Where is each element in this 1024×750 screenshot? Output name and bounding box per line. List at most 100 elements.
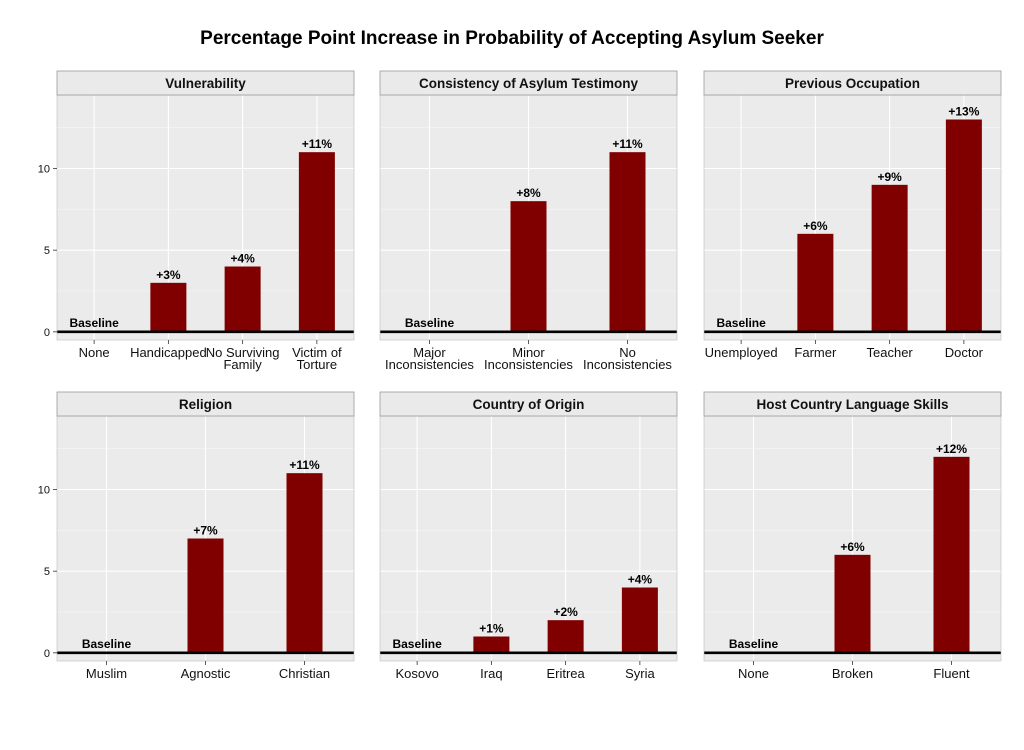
y-tick-label: 10: [38, 485, 50, 497]
chart-panel: Baseline +6% +9% +13% Previous Occupation Une…: [703, 70, 1002, 360]
data-label: +6%: [803, 219, 828, 233]
bar: [621, 587, 658, 653]
data-label: +3%: [156, 268, 181, 282]
baseline-label: Baseline: [69, 316, 119, 330]
x-tick-label-line: Fluent: [933, 666, 970, 681]
chart-panel: Baseline +3% +4% +11% Vulnerability None Handi…: [38, 70, 355, 372]
x-tick-label: Unemployed: [705, 345, 778, 360]
baseline-label: Baseline: [392, 637, 442, 651]
x-tick-label-line: Doctor: [945, 345, 984, 360]
x-tick-label: Handicapped: [130, 345, 207, 360]
data-label: +13%: [948, 105, 979, 119]
y-tick-label: 0: [44, 327, 50, 339]
x-tick-label-line: Torture: [297, 357, 337, 372]
data-label: +7%: [193, 524, 218, 538]
x-tick-label-line: Muslim: [86, 666, 127, 681]
bar: [871, 184, 908, 332]
baseline-label: Baseline: [405, 316, 455, 330]
x-tick-label: None: [738, 666, 769, 681]
x-tick-label: Muslim: [86, 666, 127, 681]
x-tick-label-line: Iraq: [480, 666, 502, 681]
x-tick-label-line: Agnostic: [181, 666, 231, 681]
x-tick-label: Major Inconsistencies: [385, 345, 474, 372]
x-tick-label: Christian: [279, 666, 330, 681]
x-tick-label: Doctor: [945, 345, 984, 360]
x-tick-label: Teacher: [867, 345, 914, 360]
x-tick-label-line: Family: [223, 357, 262, 372]
data-label: +11%: [289, 458, 320, 472]
chart-panel: Baseline +8% +11% Consistency of Asylum Tes…: [379, 70, 678, 372]
bar: [609, 152, 646, 332]
panel-title: Consistency of Asylum Testimony: [419, 76, 639, 91]
panel-strip: [56, 391, 355, 417]
x-tick-label: Agnostic: [181, 666, 231, 681]
x-tick-label-line: None: [738, 666, 769, 681]
x-tick-label-line: Minor: [512, 345, 545, 360]
panel-title: Previous Occupation: [785, 76, 920, 91]
data-label: +11%: [302, 137, 333, 151]
bar: [473, 636, 510, 653]
x-tick-label-line: Eritrea: [546, 666, 585, 681]
bar: [298, 152, 335, 332]
x-tick-label-line: Inconsistencies: [583, 357, 672, 372]
x-tick-label: Minor Inconsistencies: [484, 345, 573, 372]
data-label: +9%: [877, 170, 902, 184]
panel-strip: [703, 391, 1002, 417]
panel-strip: [56, 70, 355, 96]
y-tick-label: 5: [44, 245, 50, 257]
x-tick-label-line: No: [619, 345, 636, 360]
x-tick-label-line: Inconsistencies: [484, 357, 573, 372]
x-tick-label-line: Victim of: [292, 345, 342, 360]
bar: [224, 266, 261, 332]
panel-title: Country of Origin: [473, 397, 585, 412]
x-tick-label-line: Unemployed: [705, 345, 778, 360]
panel-title: Vulnerability: [165, 76, 246, 91]
x-tick-label: Farmer: [794, 345, 837, 360]
x-tick-label: Eritrea: [546, 666, 585, 681]
x-tick-label: Iraq: [480, 666, 502, 681]
x-tick-label: No Surviving Family: [206, 345, 280, 372]
y-tick-label: 10: [38, 164, 50, 176]
x-tick-label: Syria: [625, 666, 655, 681]
bar: [945, 119, 982, 332]
x-tick-label-line: Inconsistencies: [385, 357, 474, 372]
bar: [150, 282, 187, 332]
data-label: +4%: [628, 573, 653, 587]
x-tick-label-line: Farmer: [794, 345, 837, 360]
x-tick-label: No Inconsistencies: [583, 345, 672, 372]
panel-strip: [379, 70, 678, 96]
x-tick-label: Fluent: [933, 666, 970, 681]
chart-panel: Baseline +6% +12% Host Country Language Ski…: [703, 391, 1002, 681]
panel-title: Host Country Language Skills: [756, 397, 948, 412]
x-tick-label-line: Kosovo: [395, 666, 438, 681]
x-tick-label: Broken: [832, 666, 873, 681]
x-tick-label-line: No Surviving: [206, 345, 280, 360]
panel-title: Religion: [179, 397, 232, 412]
x-tick-label: Kosovo: [395, 666, 438, 681]
data-label: +11%: [612, 137, 643, 151]
y-tick-label: 5: [44, 566, 50, 578]
x-tick-label-line: Handicapped: [130, 345, 207, 360]
data-label: +4%: [230, 252, 255, 266]
x-tick-label-line: Syria: [625, 666, 655, 681]
baseline-label: Baseline: [82, 637, 132, 651]
baseline-label: Baseline: [729, 637, 779, 651]
panel-strip: [703, 70, 1002, 96]
baseline-label: Baseline: [716, 316, 766, 330]
x-tick-label: Victim of Torture: [292, 345, 342, 372]
bar: [547, 620, 584, 653]
chart-panel: Baseline +7% +11% Religion Muslim Agnostic Chr…: [38, 391, 355, 681]
x-tick-label-line: Teacher: [867, 345, 914, 360]
bar: [933, 456, 970, 653]
bar: [797, 233, 834, 332]
data-label: +1%: [479, 622, 504, 636]
y-tick-label: 0: [44, 648, 50, 660]
panel-strip: [379, 391, 678, 417]
bar: [187, 538, 224, 653]
chart-panel: Baseline +1% +2% +4% Country of Origin Kosovo…: [379, 391, 678, 681]
data-label: +2%: [553, 605, 578, 619]
bar: [510, 201, 547, 332]
data-label: +12%: [936, 442, 967, 456]
x-tick-label-line: Broken: [832, 666, 873, 681]
